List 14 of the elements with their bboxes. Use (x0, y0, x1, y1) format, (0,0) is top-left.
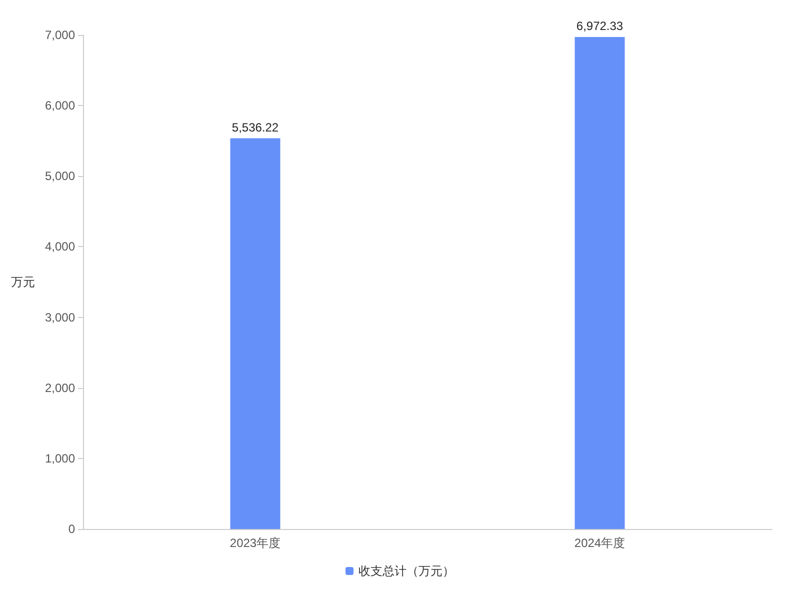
x-tick-label: 2024年度 (574, 536, 626, 550)
data-label: 5,536.22 (232, 120, 279, 134)
y-tick-label: 0 (68, 522, 76, 536)
y-tick-label: 1,000 (44, 451, 76, 466)
data-label: 6,972.33 (576, 18, 624, 33)
x-tick-label: 2023年度 (230, 536, 281, 550)
y-tick-label: 2,000 (44, 380, 76, 395)
y-tick-label: 5,000 (44, 169, 76, 184)
y-tick-label: 6,000 (44, 98, 76, 113)
legend-label: 收支总计（万元） (358, 564, 454, 578)
y-tick-label: 7,000 (44, 28, 76, 42)
y-tick-label: 4,000 (44, 240, 76, 254)
y-tick-label: 3,000 (44, 310, 76, 324)
y-axis-title: 万元 (11, 275, 35, 289)
